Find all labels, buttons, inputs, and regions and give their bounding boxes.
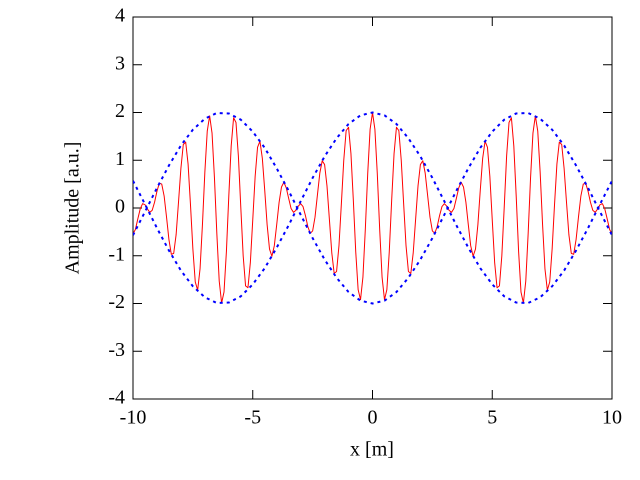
y-tick-label: 2 <box>115 100 125 122</box>
y-tick-label: -2 <box>108 291 125 313</box>
x-tick-label: 10 <box>602 407 622 429</box>
y-tick-label: -1 <box>108 243 125 265</box>
y-tick-label: 0 <box>115 196 125 218</box>
plot-frame <box>132 16 613 400</box>
x-axis-label: x [m] <box>350 439 394 461</box>
y-axis-label: Amplitude [a.u.] <box>62 142 84 275</box>
x-tick-label: 0 <box>368 407 378 429</box>
x-tick-label: 5 <box>487 407 497 429</box>
y-tick-label: 3 <box>115 52 125 74</box>
envelope-line <box>133 111 612 305</box>
y-tick-label: 4 <box>115 5 125 27</box>
y-tick-label: -3 <box>108 339 125 361</box>
x-tick-label: -10 <box>120 407 147 429</box>
x-tick-label: -5 <box>244 407 261 429</box>
y-tick-label: -4 <box>108 387 125 409</box>
signal-line <box>133 112 612 304</box>
envelope-line <box>133 111 612 305</box>
y-tick-label: 1 <box>115 148 125 170</box>
